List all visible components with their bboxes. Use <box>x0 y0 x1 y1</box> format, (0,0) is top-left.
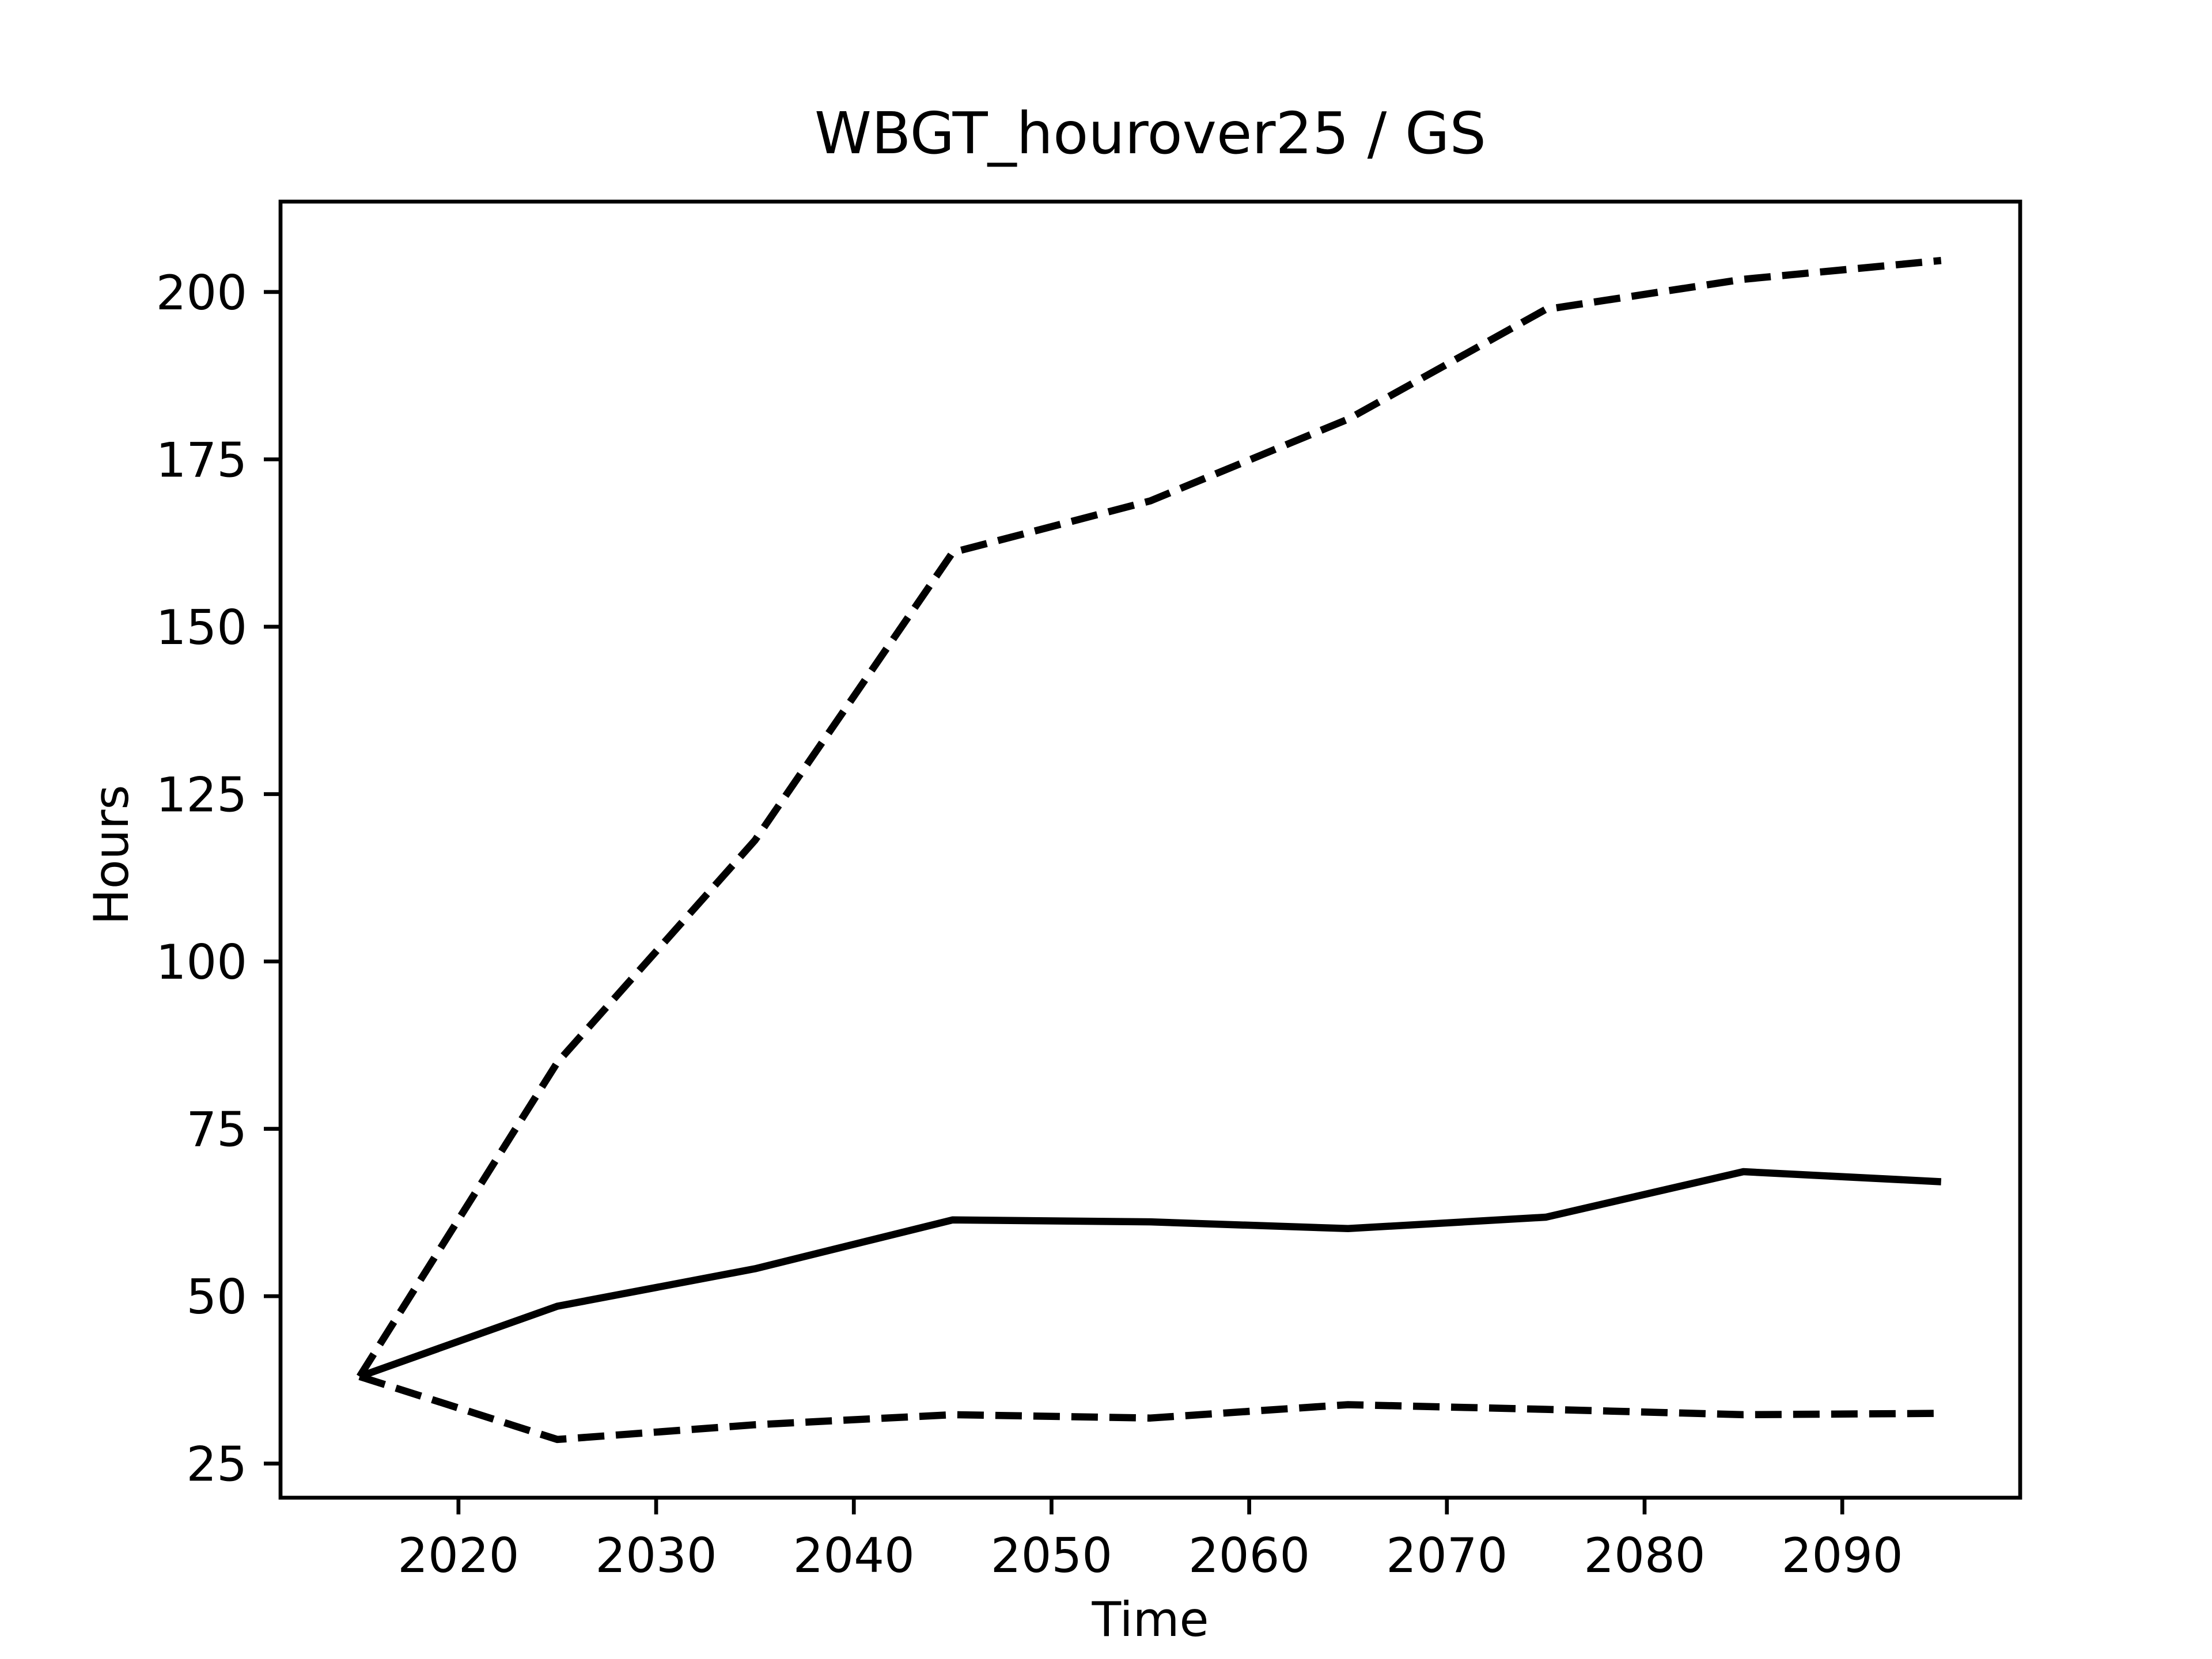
y-tick-label: 75 <box>186 1102 247 1158</box>
x-tick-label: 2070 <box>1386 1528 1508 1584</box>
y-tick-label: 175 <box>156 432 247 488</box>
x-tick-label: 2060 <box>1188 1528 1310 1584</box>
x-tick-label: 2050 <box>991 1528 1112 1584</box>
y-tick-label: 125 <box>156 767 247 823</box>
y-tick-label: 50 <box>186 1269 247 1325</box>
y-tick-label: 150 <box>156 600 247 656</box>
x-tick-label: 2020 <box>397 1528 519 1584</box>
x-tick-label: 2090 <box>1782 1528 1903 1584</box>
x-axis-label: Time <box>1091 1592 1209 1647</box>
x-tick-label: 2030 <box>595 1528 717 1584</box>
y-tick-label: 100 <box>156 934 247 990</box>
x-tick-label: 2040 <box>793 1528 915 1584</box>
y-tick-label: 25 <box>186 1437 247 1493</box>
x-tick-label: 2080 <box>1584 1528 1705 1584</box>
series-line <box>358 1168 1942 1380</box>
plot-frame <box>278 199 2022 1500</box>
series-line <box>356 257 1942 1378</box>
y-tick-label: 200 <box>156 265 247 321</box>
y-axis-label: Hours <box>84 785 139 925</box>
series-line <box>358 1373 1941 1444</box>
chart-title: WBGT_hourover25 / GS <box>815 100 1486 167</box>
